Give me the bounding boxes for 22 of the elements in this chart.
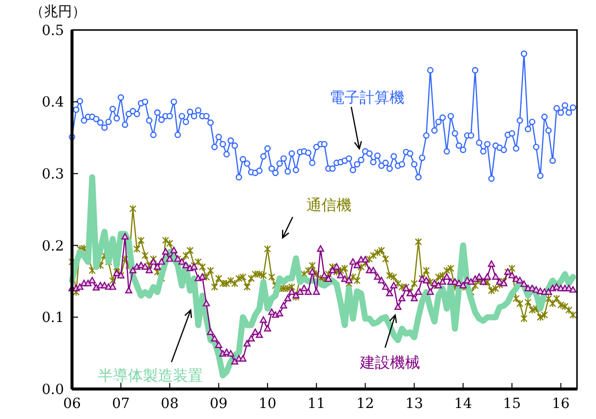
x-tick-label: 08 [160,396,179,412]
series-label: 電子計算機 [329,88,404,106]
text: 建設機械 [359,353,420,372]
x-tick-label: 14 [454,396,472,412]
text: 通信機 [306,196,352,214]
y-tick-label: 0.2 [42,238,64,254]
x-tick-label: 13 [405,396,424,412]
series-label: 半導体製造装置 [98,366,203,385]
x-tick-label: 06 [63,396,81,412]
y-tick-label: 0.5 [42,22,64,39]
y-tick-label: 0.1 [42,310,64,326]
x-tick-label: 12 [356,396,374,412]
y-tick-label: 0.4 [42,94,64,111]
x-tick-label: 07 [112,396,130,412]
y-axis-title: （兆円） [30,4,86,20]
x-tick-label: 09 [210,396,228,412]
x-tick-label: 11 [307,396,326,412]
x-tick-label: 15 [503,396,521,412]
y-tick-label: 0.3 [42,166,64,182]
y-tick-label: 0.0 [42,382,64,398]
x-tick-label: 10 [258,396,276,412]
x-tick-label: 16 [552,396,570,412]
